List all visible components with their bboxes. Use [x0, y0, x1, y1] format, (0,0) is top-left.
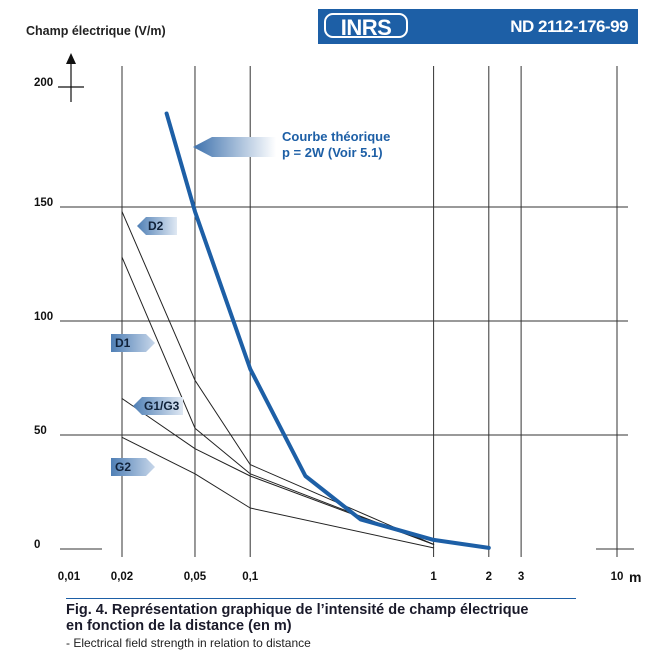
axis-decor — [58, 53, 634, 550]
x-axis-unit: m — [629, 569, 641, 585]
series-tags: D2 D1 G1/G3 G2 — [111, 217, 183, 476]
y-axis-label: Champ électrique (V/m) — [26, 24, 166, 38]
x-tick-labels: 0,01 0,02 0,05 0,1 1 2 3 10 — [58, 571, 624, 583]
y-axis-arrow — [66, 53, 76, 64]
y-tick-label: 0 — [34, 539, 40, 551]
figure-caption: Fig. 4. Représentation graphique de l’in… — [66, 598, 576, 650]
series-tag-label-g1-g3: G1/G3 — [144, 399, 180, 413]
series-line-d1 — [121, 256, 435, 545]
series-line-courbe — [164, 111, 491, 550]
x-tick-label: 0,02 — [111, 571, 133, 583]
annotation: Courbe théorique p = 2W (Voir 5.1) — [193, 129, 390, 160]
inrs-logo: INRS — [324, 13, 408, 40]
series-tag-label-g2: G2 — [115, 460, 131, 474]
caption-subtitle: - Electrical field strength in relation … — [66, 636, 311, 650]
x-tick-label: 3 — [518, 571, 524, 583]
series-line-g1-g3 — [121, 398, 435, 545]
annotation-line2: p = 2W (Voir 5.1) — [282, 145, 383, 160]
series-tag-g1-g3 — [133, 397, 183, 415]
header-badge: INRS ND 2112-176-99 — [318, 9, 638, 44]
series-tag-label-d2: D2 — [148, 219, 164, 233]
y-tick-label: 200 — [34, 77, 53, 89]
series-line-g2 — [121, 436, 435, 549]
series-lines — [121, 111, 491, 550]
series-tag-d1 — [111, 334, 155, 352]
annotation-line1: Courbe théorique — [282, 129, 390, 144]
x-tick-label: 1 — [430, 571, 437, 583]
y-tick-label: 100 — [34, 311, 53, 323]
annotation-arrow — [193, 137, 276, 157]
series-tag-g2 — [111, 458, 155, 476]
caption-title-line2: en fonction de la distance (en m) — [66, 618, 292, 634]
x-tick-label: 0,05 — [184, 571, 207, 583]
caption-title-line1: Fig. 4. Représentation graphique de l’in… — [66, 602, 529, 618]
x-tick-label: 10 — [611, 571, 624, 583]
y-tick-label: 150 — [34, 197, 53, 209]
y-tick-label: 50 — [34, 425, 47, 437]
chart-canvas: 0,01 0,02 0,05 0,1 1 2 3 10 0 50 100 150 200 D2 D1 G1… — [34, 53, 641, 585]
y-tick-labels: 0 50 100 150 200 — [34, 77, 53, 551]
series-line-d2 — [121, 211, 435, 545]
series-tag-label-d1: D1 — [115, 336, 131, 350]
series-tag-d2 — [137, 217, 177, 235]
x-tick-label: 0,01 — [58, 571, 81, 583]
x-tick-label: 0,1 — [242, 571, 259, 583]
document-reference: ND 2112-176-99 — [510, 17, 628, 36]
x-tick-label: 2 — [486, 571, 492, 583]
